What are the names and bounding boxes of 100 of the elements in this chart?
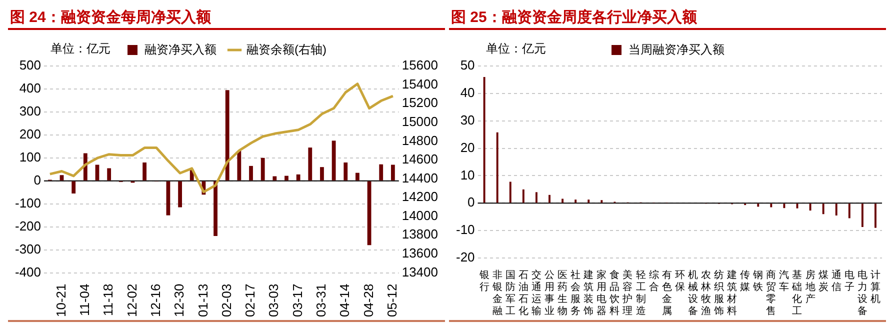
y-tick-label: 300 xyxy=(19,104,42,119)
y2-tick-label: 13600 xyxy=(402,246,438,261)
bar xyxy=(272,176,277,180)
bar xyxy=(308,148,312,180)
y-tick-label: 30 xyxy=(460,112,475,128)
bar xyxy=(225,90,230,180)
y2-tick-label: 15600 xyxy=(402,58,438,73)
chart-title: 图 24：融资资金每周净买入额 xyxy=(8,8,445,30)
x-tick-label: 石油石化 xyxy=(518,270,528,317)
y2-tick-label: 14200 xyxy=(402,189,438,204)
bar xyxy=(296,174,300,180)
y-tick-label: 0 xyxy=(468,194,475,210)
x-tick-label: 01-13 xyxy=(195,284,210,317)
y2-tick-label: 14400 xyxy=(402,170,438,186)
x-tick-label: 03-03 xyxy=(266,284,282,317)
bar xyxy=(237,151,242,180)
x-tick-label: 电子 xyxy=(844,268,854,293)
bar xyxy=(390,164,395,180)
bar xyxy=(332,140,336,180)
x-tick-label: 交通运输 xyxy=(531,268,542,317)
legend-label: 融资净买入额 xyxy=(144,42,217,56)
y2-tick-label: 14600 xyxy=(402,152,438,167)
x-tick-label: 电力设备 xyxy=(857,268,868,317)
x-tick-label: 计算机 xyxy=(870,268,880,305)
x-tick-label: 建筑材料 xyxy=(726,268,738,317)
y-tick-label: 100 xyxy=(19,149,42,164)
x-tick-label: 12-16 xyxy=(148,284,163,317)
text: 单位：亿元 xyxy=(486,41,546,56)
y2-tick-label: 13400 xyxy=(402,264,438,280)
bar xyxy=(60,175,64,180)
y-tick-label: 50 xyxy=(460,58,475,73)
y-tick-label: -400 xyxy=(14,264,42,280)
x-tick-label: 05-12 xyxy=(384,284,400,317)
chart-title: 图 25：融资资金周度各行业净买入额 xyxy=(449,8,886,30)
x-tick-label: 煤炭 xyxy=(818,268,828,293)
x-tick-label: 建筑装饰 xyxy=(582,268,594,317)
bar xyxy=(379,164,384,180)
x-tick-label: 钢铁 xyxy=(752,270,764,293)
x-tick-label: 非银金融 xyxy=(491,268,502,317)
legend-label: 融资余额(右轴) xyxy=(246,42,327,56)
bar xyxy=(166,181,170,216)
x-tick-label: 银行 xyxy=(478,270,490,293)
bar xyxy=(142,162,147,180)
y-tick-label: 20 xyxy=(460,140,475,155)
x-tick-label: 家用电器 xyxy=(596,268,607,317)
x-tick-label: 03-31 xyxy=(314,284,329,317)
text: 单位：亿元 xyxy=(50,41,111,56)
x-tick-label: 12-30 xyxy=(172,284,187,317)
bar xyxy=(260,158,265,180)
x-tick-label: 通信 xyxy=(831,268,842,293)
legend-label: 当周融资净买入额 xyxy=(628,42,724,56)
x-tick-label: 公用事业 xyxy=(544,268,555,317)
y2-tick-label: 15000 xyxy=(402,114,438,129)
y-tick-label: 200 xyxy=(19,126,42,142)
bar xyxy=(344,162,348,180)
y2-tick-label: 14000 xyxy=(402,208,438,223)
x-tick-label: 社会服务 xyxy=(570,268,581,317)
bar xyxy=(320,167,324,180)
y-tick-label: 0 xyxy=(34,172,42,188)
x-tick-label: 机械设备 xyxy=(688,268,698,317)
x-tick-label: 03-17 xyxy=(290,284,305,317)
x-tick-label: 综合 xyxy=(648,268,659,293)
bar xyxy=(284,176,288,180)
bar xyxy=(107,168,112,180)
y-tick-label: -100 xyxy=(14,195,42,210)
bar xyxy=(249,166,253,180)
y-tick-label: -200 xyxy=(14,218,42,234)
y2-tick-label: 15200 xyxy=(402,95,438,110)
y2-tick-label: 13800 xyxy=(402,226,438,242)
x-tick-label: 医药生物 xyxy=(558,270,568,317)
bar xyxy=(178,181,182,208)
y-tick-label: 40 xyxy=(460,85,475,100)
bar xyxy=(356,172,360,180)
x-tick-label: 04-28 xyxy=(360,284,376,317)
x-tick-label: 美容护理 xyxy=(622,268,633,317)
x-tick-label: 02-17 xyxy=(242,284,258,317)
x-tick-label: 商贸零售 xyxy=(766,268,776,317)
y-tick-label: 500 xyxy=(19,58,42,73)
bar xyxy=(72,181,76,194)
x-tick-label: 国防军工 xyxy=(505,270,516,317)
bar xyxy=(214,181,218,236)
y-tick-label: -300 xyxy=(14,241,42,256)
x-tick-label: 有色金属 xyxy=(662,268,672,317)
x-tick-label: 11-18 xyxy=(100,284,116,316)
x-tick-label: 02-03 xyxy=(218,284,234,317)
x-tick-label: 基础化工 xyxy=(791,268,802,317)
x-tick-label: 轻工制造 xyxy=(636,268,646,317)
x-tick-label: 04-14 xyxy=(337,284,352,317)
x-tick-label: 食品饮料 xyxy=(608,268,620,317)
y-tick-label: 10 xyxy=(460,167,475,182)
y-tick-label: -20 xyxy=(456,250,475,265)
y2-tick-label: 14800 xyxy=(402,132,438,148)
x-tick-label: 纺织服饰 xyxy=(713,268,724,317)
x-tick-label: 汽车 xyxy=(779,268,790,293)
x-tick-label: 12-02 xyxy=(124,284,140,317)
x-tick-label: 传媒 xyxy=(740,270,750,293)
x-tick-label: 农林牧渔 xyxy=(700,270,711,317)
x-tick-label: 房地产 xyxy=(804,268,816,305)
x-tick-label: 环保 xyxy=(674,270,685,293)
y-tick-label: -10 xyxy=(456,222,475,238)
